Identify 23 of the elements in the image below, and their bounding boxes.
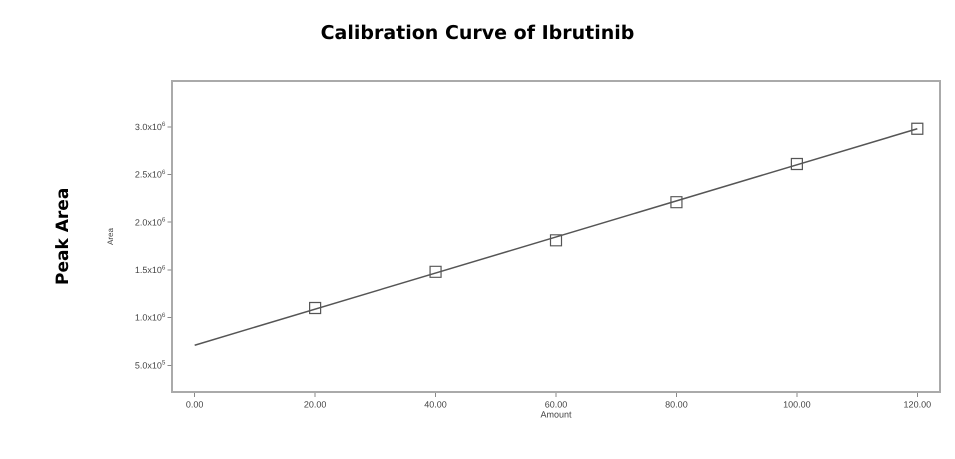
y-tick-label: 2.5x10$^{6}$ — [134, 168, 166, 180]
x-tick-label: 80.00 — [665, 400, 688, 410]
point — [670, 196, 683, 208]
x-tick-label: 40.00 — [424, 400, 447, 410]
point — [911, 122, 924, 135]
point — [429, 266, 442, 278]
point — [790, 158, 803, 170]
x-axis-title: Amount — [540, 410, 572, 420]
x-tick-label: 0.00 — [186, 400, 204, 410]
x-tick-label: 20.00 — [304, 400, 326, 410]
x-tick-label: 100.00 — [783, 400, 811, 410]
x-tick-label: 120.00 — [904, 400, 932, 410]
y-axis-title: Area — [106, 228, 116, 245]
y-tick-label: 5.0x10$^{5}$ — [134, 360, 166, 370]
y-tick-label: 3.0x10$^{6}$ — [134, 121, 166, 132]
y-tick-label: 1.5x10$^{6}$ — [134, 264, 166, 276]
y-tick-label: 2.0x10$^{6}$ — [134, 216, 166, 228]
chart-title: Calibration Curve of Ibrutinib — [320, 22, 634, 44]
x-tick-label: 60.00 — [544, 400, 568, 410]
y-tick-label: 1.0x10$^{6}$ — [134, 312, 166, 323]
point — [550, 234, 562, 246]
point — [309, 302, 322, 314]
text: Peak Area — [52, 188, 73, 285]
